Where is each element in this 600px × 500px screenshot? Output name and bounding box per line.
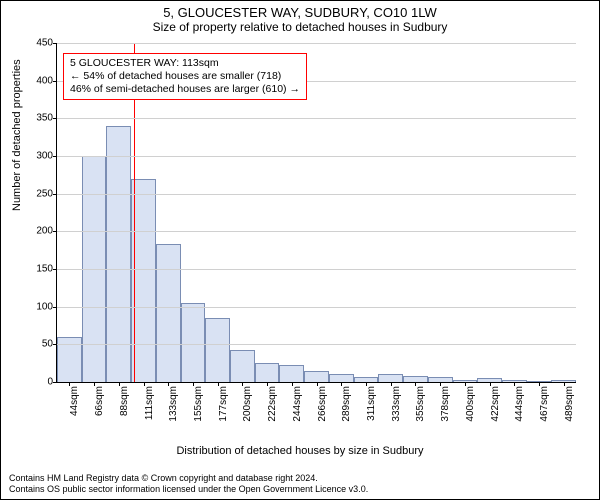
y-tick-mark: [53, 307, 57, 308]
x-tick-label: 88sqm: [119, 386, 130, 416]
y-tick-label: 200: [36, 226, 53, 237]
y-tick-label: 250: [36, 188, 53, 199]
grid-line: [57, 156, 576, 157]
annotation-line-1: 5 GLOUCESTER WAY: 113sqm: [70, 57, 300, 70]
grid-line: [57, 307, 576, 308]
footer-line-1: Contains HM Land Registry data © Crown c…: [9, 473, 591, 484]
annotation-line-2: ← 54% of detached houses are smaller (71…: [70, 70, 300, 83]
x-tick-label: 177sqm: [218, 386, 229, 422]
footer-line-2: Contains OS public sector information li…: [9, 484, 591, 495]
y-tick-mark: [53, 231, 57, 232]
x-tick-label: 355sqm: [415, 386, 426, 422]
y-tick-label: 0: [47, 377, 53, 388]
x-axis-label: Distribution of detached houses by size …: [1, 445, 599, 457]
annotation-line-3: 46% of semi-detached houses are larger (…: [70, 83, 300, 96]
x-tick-label: 378sqm: [440, 386, 451, 422]
y-tick-label: 350: [36, 113, 53, 124]
grid-line: [57, 194, 576, 195]
chart-container: 5, GLOUCESTER WAY, SUDBURY, CO10 1LW Siz…: [0, 0, 600, 500]
x-tick-label: 467sqm: [539, 386, 550, 422]
x-tick-label: 444sqm: [514, 386, 525, 422]
x-tick-label: 222sqm: [267, 386, 278, 422]
bar: [181, 303, 206, 382]
y-axis-label: Number of detached properties: [11, 59, 23, 211]
bar: [255, 363, 280, 382]
footer: Contains HM Land Registry data © Crown c…: [9, 473, 591, 496]
x-tick-label: 111sqm: [144, 386, 155, 420]
y-tick-mark: [53, 81, 57, 82]
x-tick-label: 44sqm: [69, 386, 80, 416]
y-tick-label: 400: [36, 75, 53, 86]
y-tick-mark: [53, 344, 57, 345]
grid-line: [57, 344, 576, 345]
x-tick-label: 333sqm: [391, 386, 402, 422]
x-tick-label: 66sqm: [94, 386, 105, 416]
bar: [205, 318, 230, 382]
y-tick-mark: [53, 269, 57, 270]
y-tick-mark: [53, 118, 57, 119]
x-tick-label: 200sqm: [242, 386, 253, 422]
y-tick-label: 300: [36, 151, 53, 162]
x-tick-label: 155sqm: [193, 386, 204, 422]
bar: [156, 244, 181, 382]
chart-title: 5, GLOUCESTER WAY, SUDBURY, CO10 1LW: [1, 1, 599, 20]
x-tick-label: 133sqm: [168, 386, 179, 422]
grid-line: [57, 231, 576, 232]
bar: [304, 371, 329, 382]
grid-line: [57, 269, 576, 270]
chart-subtitle: Size of property relative to detached ho…: [1, 20, 599, 36]
x-tick-label: 489sqm: [564, 386, 575, 422]
x-tick-label: 289sqm: [341, 386, 352, 422]
grid-line: [57, 118, 576, 119]
bar: [230, 350, 255, 382]
bar: [131, 179, 156, 382]
y-tick-label: 150: [36, 264, 53, 275]
y-tick-mark: [53, 382, 57, 383]
x-tick-label: 244sqm: [292, 386, 303, 422]
x-tick-label: 400sqm: [465, 386, 476, 422]
x-tick-label: 311sqm: [366, 386, 377, 421]
y-tick-mark: [53, 194, 57, 195]
y-tick-mark: [53, 43, 57, 44]
bar: [378, 374, 403, 382]
annotation-box: 5 GLOUCESTER WAY: 113sqm ← 54% of detach…: [63, 53, 307, 100]
bar: [279, 365, 304, 382]
y-tick-label: 450: [36, 38, 53, 49]
y-tick-mark: [53, 156, 57, 157]
x-tick-label: 422sqm: [490, 386, 501, 422]
x-tick-label: 266sqm: [317, 386, 328, 422]
bar: [329, 374, 354, 382]
grid-line: [57, 43, 576, 44]
y-tick-label: 100: [36, 301, 53, 312]
y-tick-label: 50: [42, 339, 53, 350]
